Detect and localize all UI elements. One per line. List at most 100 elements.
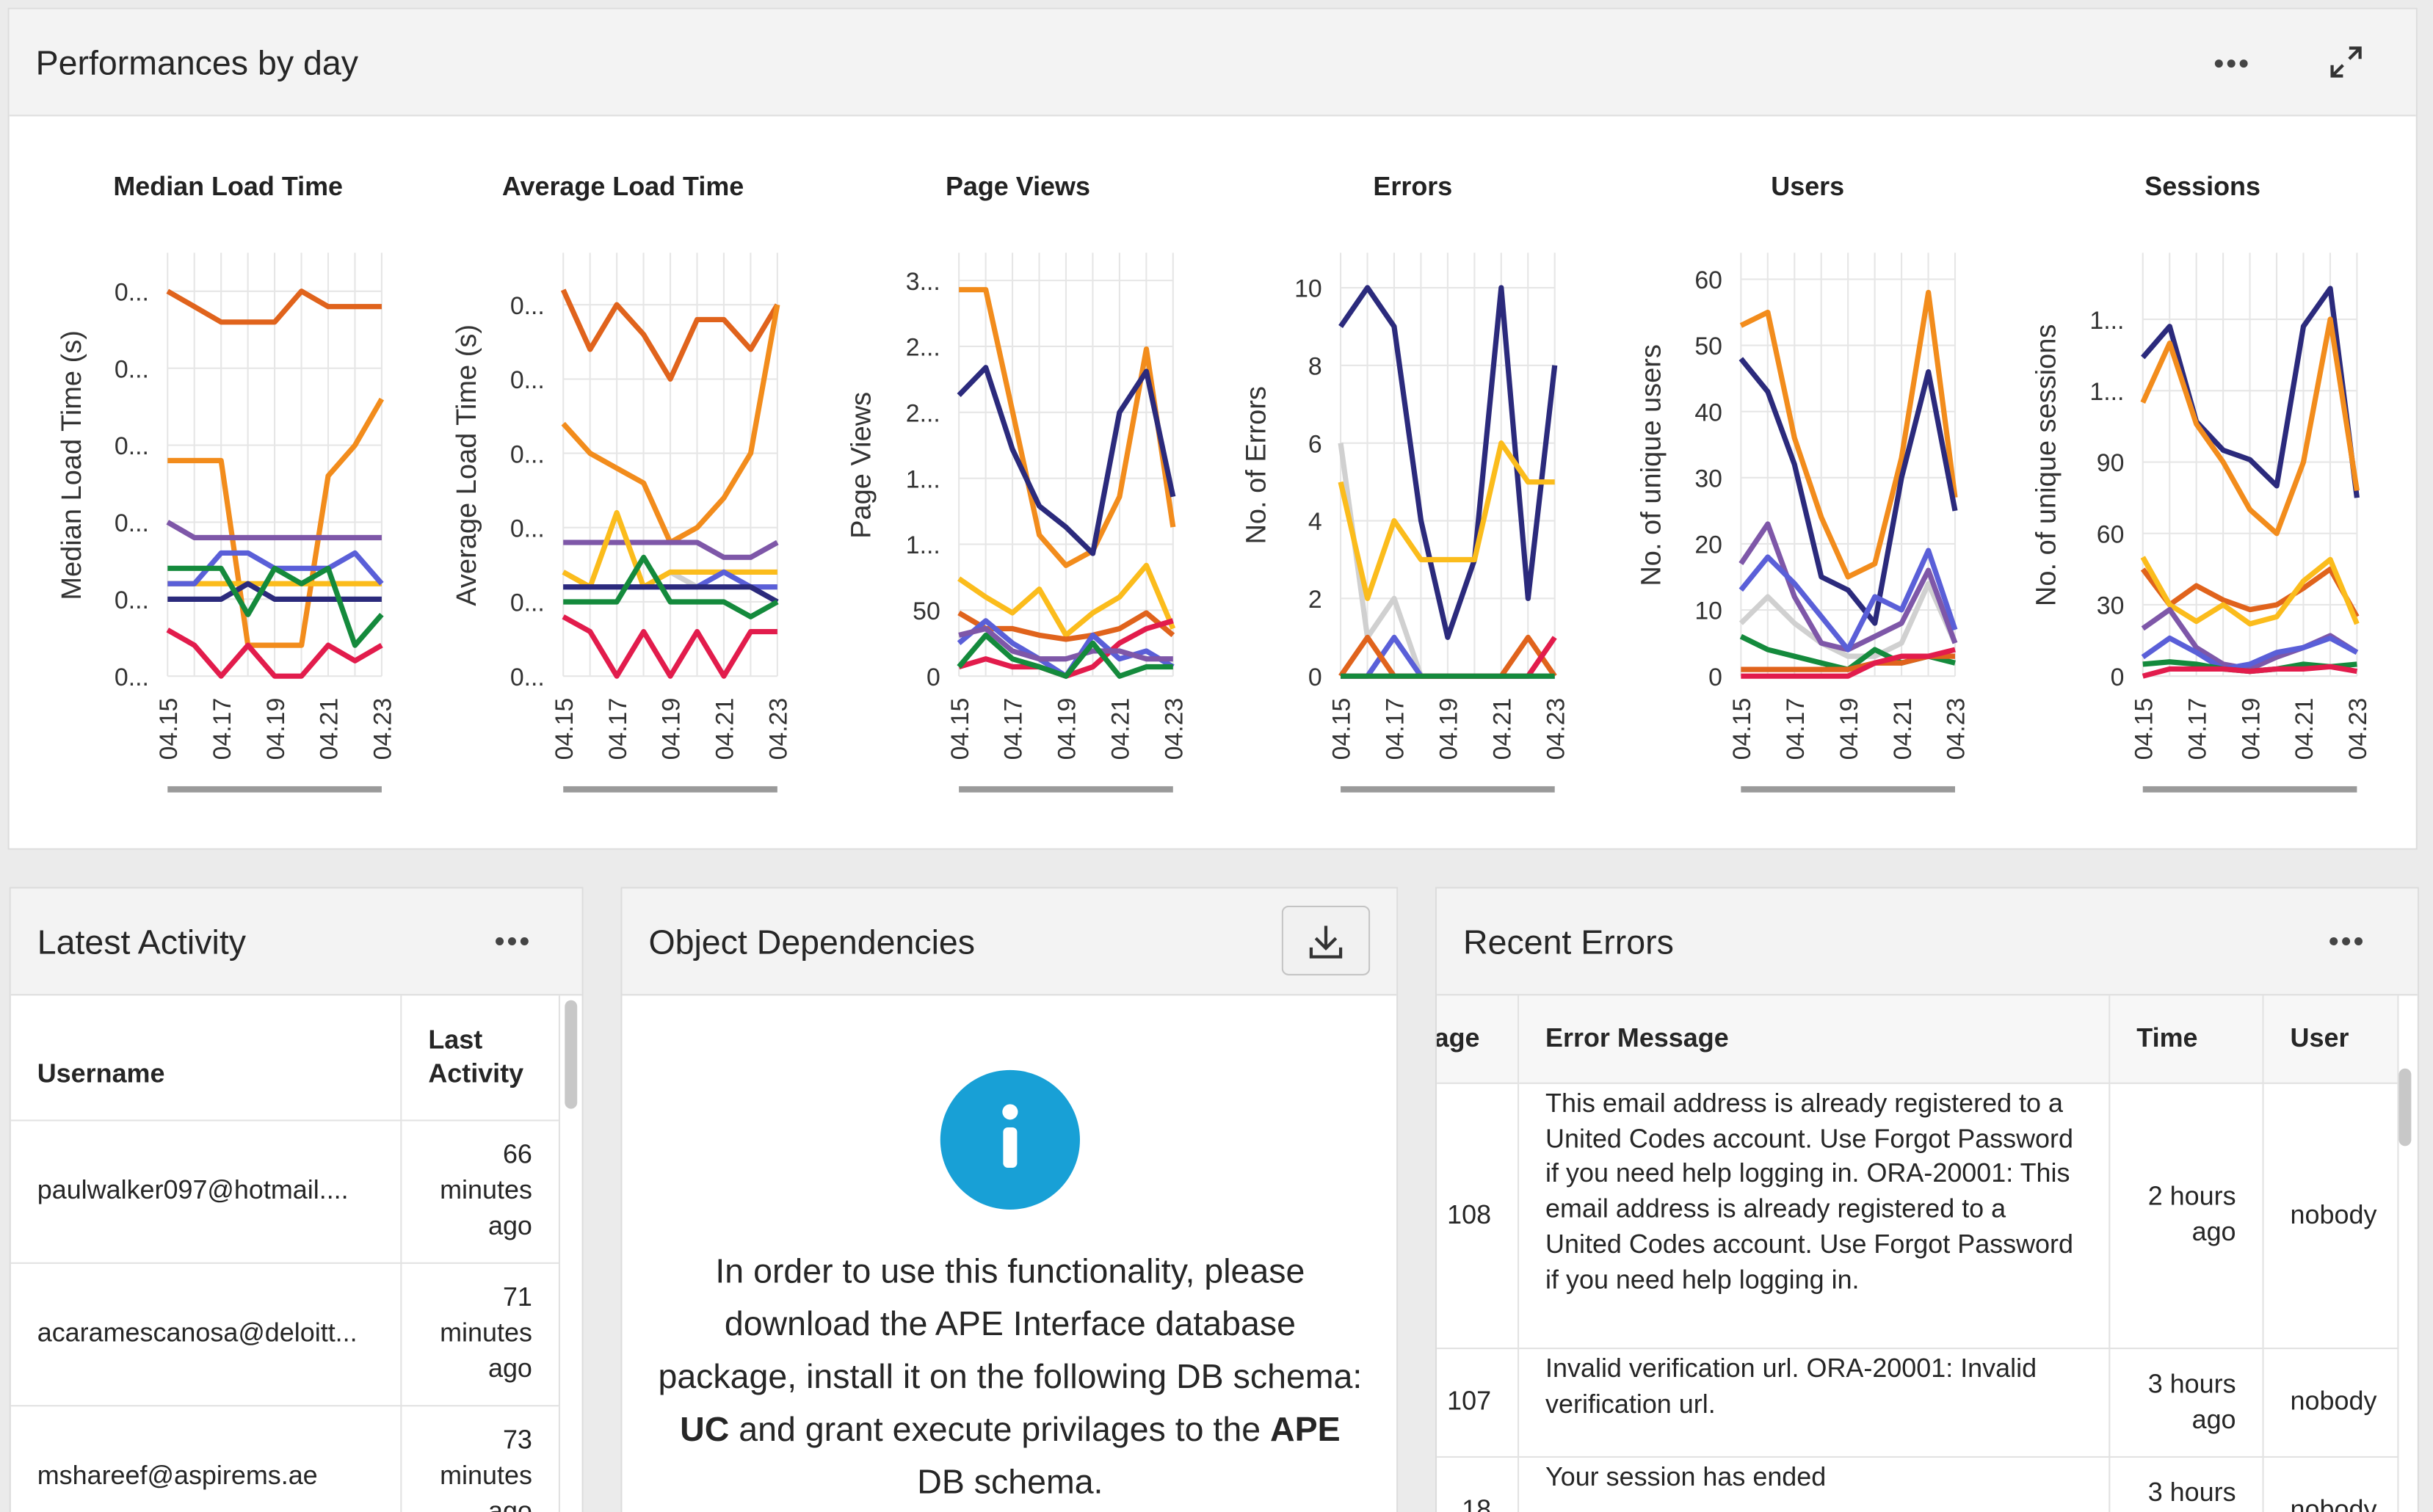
scrollbar[interactable] <box>2398 1068 2412 1146</box>
chart-title: Users <box>1771 171 1844 201</box>
column-header: Page <box>1437 995 1520 1084</box>
message-text: DB schema. <box>917 1462 1103 1502</box>
y-tick-label: 0... <box>115 664 149 691</box>
table-cell: 73 minutes ago <box>402 1406 560 1512</box>
series-line <box>1338 440 1555 601</box>
table-cell: nobody <box>2264 1458 2399 1512</box>
y-tick-label: 0... <box>115 279 149 307</box>
x-tick-label: 04.17 <box>1382 698 1410 760</box>
y-tick-label: 1... <box>2089 307 2124 335</box>
x-tick-label: 04.17 <box>604 698 632 760</box>
series-line <box>563 584 779 605</box>
y-tick-label: 1... <box>906 531 940 559</box>
menu-button[interactable] <box>2213 57 2250 70</box>
x-tick-label: 04.19 <box>262 698 290 760</box>
series-line <box>563 539 779 560</box>
series-line <box>2140 566 2360 619</box>
y-axis-title: No. of Errors <box>1241 386 1272 544</box>
range-slider[interactable] <box>959 786 1173 793</box>
table-cell: mshareef@aspirems.ae <box>11 1406 402 1512</box>
range-slider[interactable] <box>167 786 382 793</box>
panel-header: Performances by day <box>9 9 2416 117</box>
x-tick-label: 04.23 <box>1943 698 1970 760</box>
table-cell: acaramescanosa@deloitt... <box>10 1263 402 1407</box>
panel-title: Performances by day <box>35 43 358 82</box>
card-header: Latest Activity <box>10 888 582 996</box>
x-tick-label: 04.23 <box>765 698 793 760</box>
x-tick-label: 04.19 <box>658 698 686 760</box>
series-line <box>563 554 779 619</box>
x-tick-label: 04.15 <box>946 698 974 760</box>
x-tick-label: 04.23 <box>1542 698 1570 760</box>
y-tick-label: 90 <box>2097 449 2125 477</box>
card-header: Recent Errors <box>1437 888 2418 996</box>
x-tick-label: 04.21 <box>1107 698 1135 760</box>
y-tick-label: 2... <box>906 334 940 362</box>
column-header: Username <box>10 995 402 1122</box>
schema-name: UC <box>680 1409 730 1449</box>
x-tick-label: 04.17 <box>1782 698 1810 760</box>
series-line <box>959 287 1176 568</box>
y-tick-label: 0... <box>115 509 149 537</box>
series-line <box>167 565 384 648</box>
y-tick-label: 10 <box>1694 597 1722 625</box>
y-tick-label: 0... <box>510 589 545 617</box>
column-header: Error Message <box>1519 995 2111 1084</box>
y-axis-title: Average Load Time (s) <box>452 324 482 606</box>
series-line <box>562 509 777 590</box>
y-tick-label: 50 <box>1694 332 1722 360</box>
table-cell: Your session has ended <box>1519 1458 2111 1512</box>
series-line <box>2140 316 2360 537</box>
series-line <box>1739 289 1958 580</box>
range-slider[interactable] <box>1341 786 1555 793</box>
x-tick-label: 04.21 <box>316 698 344 760</box>
column-header: Last Activity <box>402 995 560 1122</box>
message-text: and grant execute privilages to the <box>729 1409 1270 1449</box>
y-axis-title: No. of unique users <box>1636 344 1667 586</box>
series-line <box>1738 548 1958 653</box>
series-line <box>1738 581 1958 659</box>
series-line <box>167 397 385 648</box>
scrollbar[interactable] <box>565 1000 578 1109</box>
performance-panel: Performances by day <box>7 7 2418 850</box>
table-cell: paulwalker097@hotmail.... <box>10 1121 402 1264</box>
series-line <box>1741 647 1956 679</box>
y-tick-label: 60 <box>2097 520 2125 548</box>
y-tick-label: 30 <box>1694 465 1722 493</box>
download-button[interactable] <box>1281 905 1371 975</box>
column-header: User <box>2263 995 2399 1084</box>
y-tick-label: 0... <box>510 366 545 394</box>
y-tick-label: 50 <box>913 597 940 625</box>
expand-button[interactable] <box>2329 45 2363 79</box>
menu-button[interactable] <box>493 935 531 948</box>
y-tick-label: 0... <box>115 432 149 460</box>
range-slider[interactable] <box>2142 786 2357 793</box>
x-tick-label: 04.17 <box>1000 698 1028 760</box>
y-tick-label: 3... <box>906 268 940 296</box>
column-header: Time <box>2110 995 2264 1084</box>
y-tick-label: 10 <box>1294 275 1322 303</box>
menu-button[interactable] <box>2327 935 2365 948</box>
chart-title: Page Views <box>946 171 1090 201</box>
series-line <box>2140 556 2360 627</box>
schema-name: APE <box>1269 1409 1341 1449</box>
y-tick-label: 6 <box>1308 430 1322 458</box>
x-tick-label: 04.19 <box>1835 698 1863 760</box>
y-tick-label: 1... <box>906 465 940 493</box>
x-tick-label: 04.15 <box>2130 698 2158 760</box>
series-line <box>957 562 1176 638</box>
y-tick-label: 1... <box>2089 378 2124 406</box>
range-slider[interactable] <box>563 786 777 793</box>
series-line <box>2141 286 2360 498</box>
range-slider[interactable] <box>1741 786 1956 793</box>
y-tick-label: 0... <box>115 586 149 614</box>
chart-title: Sessions <box>2144 171 2260 201</box>
table-cell: 66 minutes ago <box>402 1121 560 1264</box>
y-tick-label: 0... <box>510 292 545 320</box>
x-tick-label: 04.23 <box>2344 698 2372 760</box>
y-axis-title: Median Load Time (s) <box>57 330 87 600</box>
table-cell: 3 hours ago <box>2110 1458 2264 1512</box>
x-tick-label: 04.19 <box>2237 698 2265 760</box>
